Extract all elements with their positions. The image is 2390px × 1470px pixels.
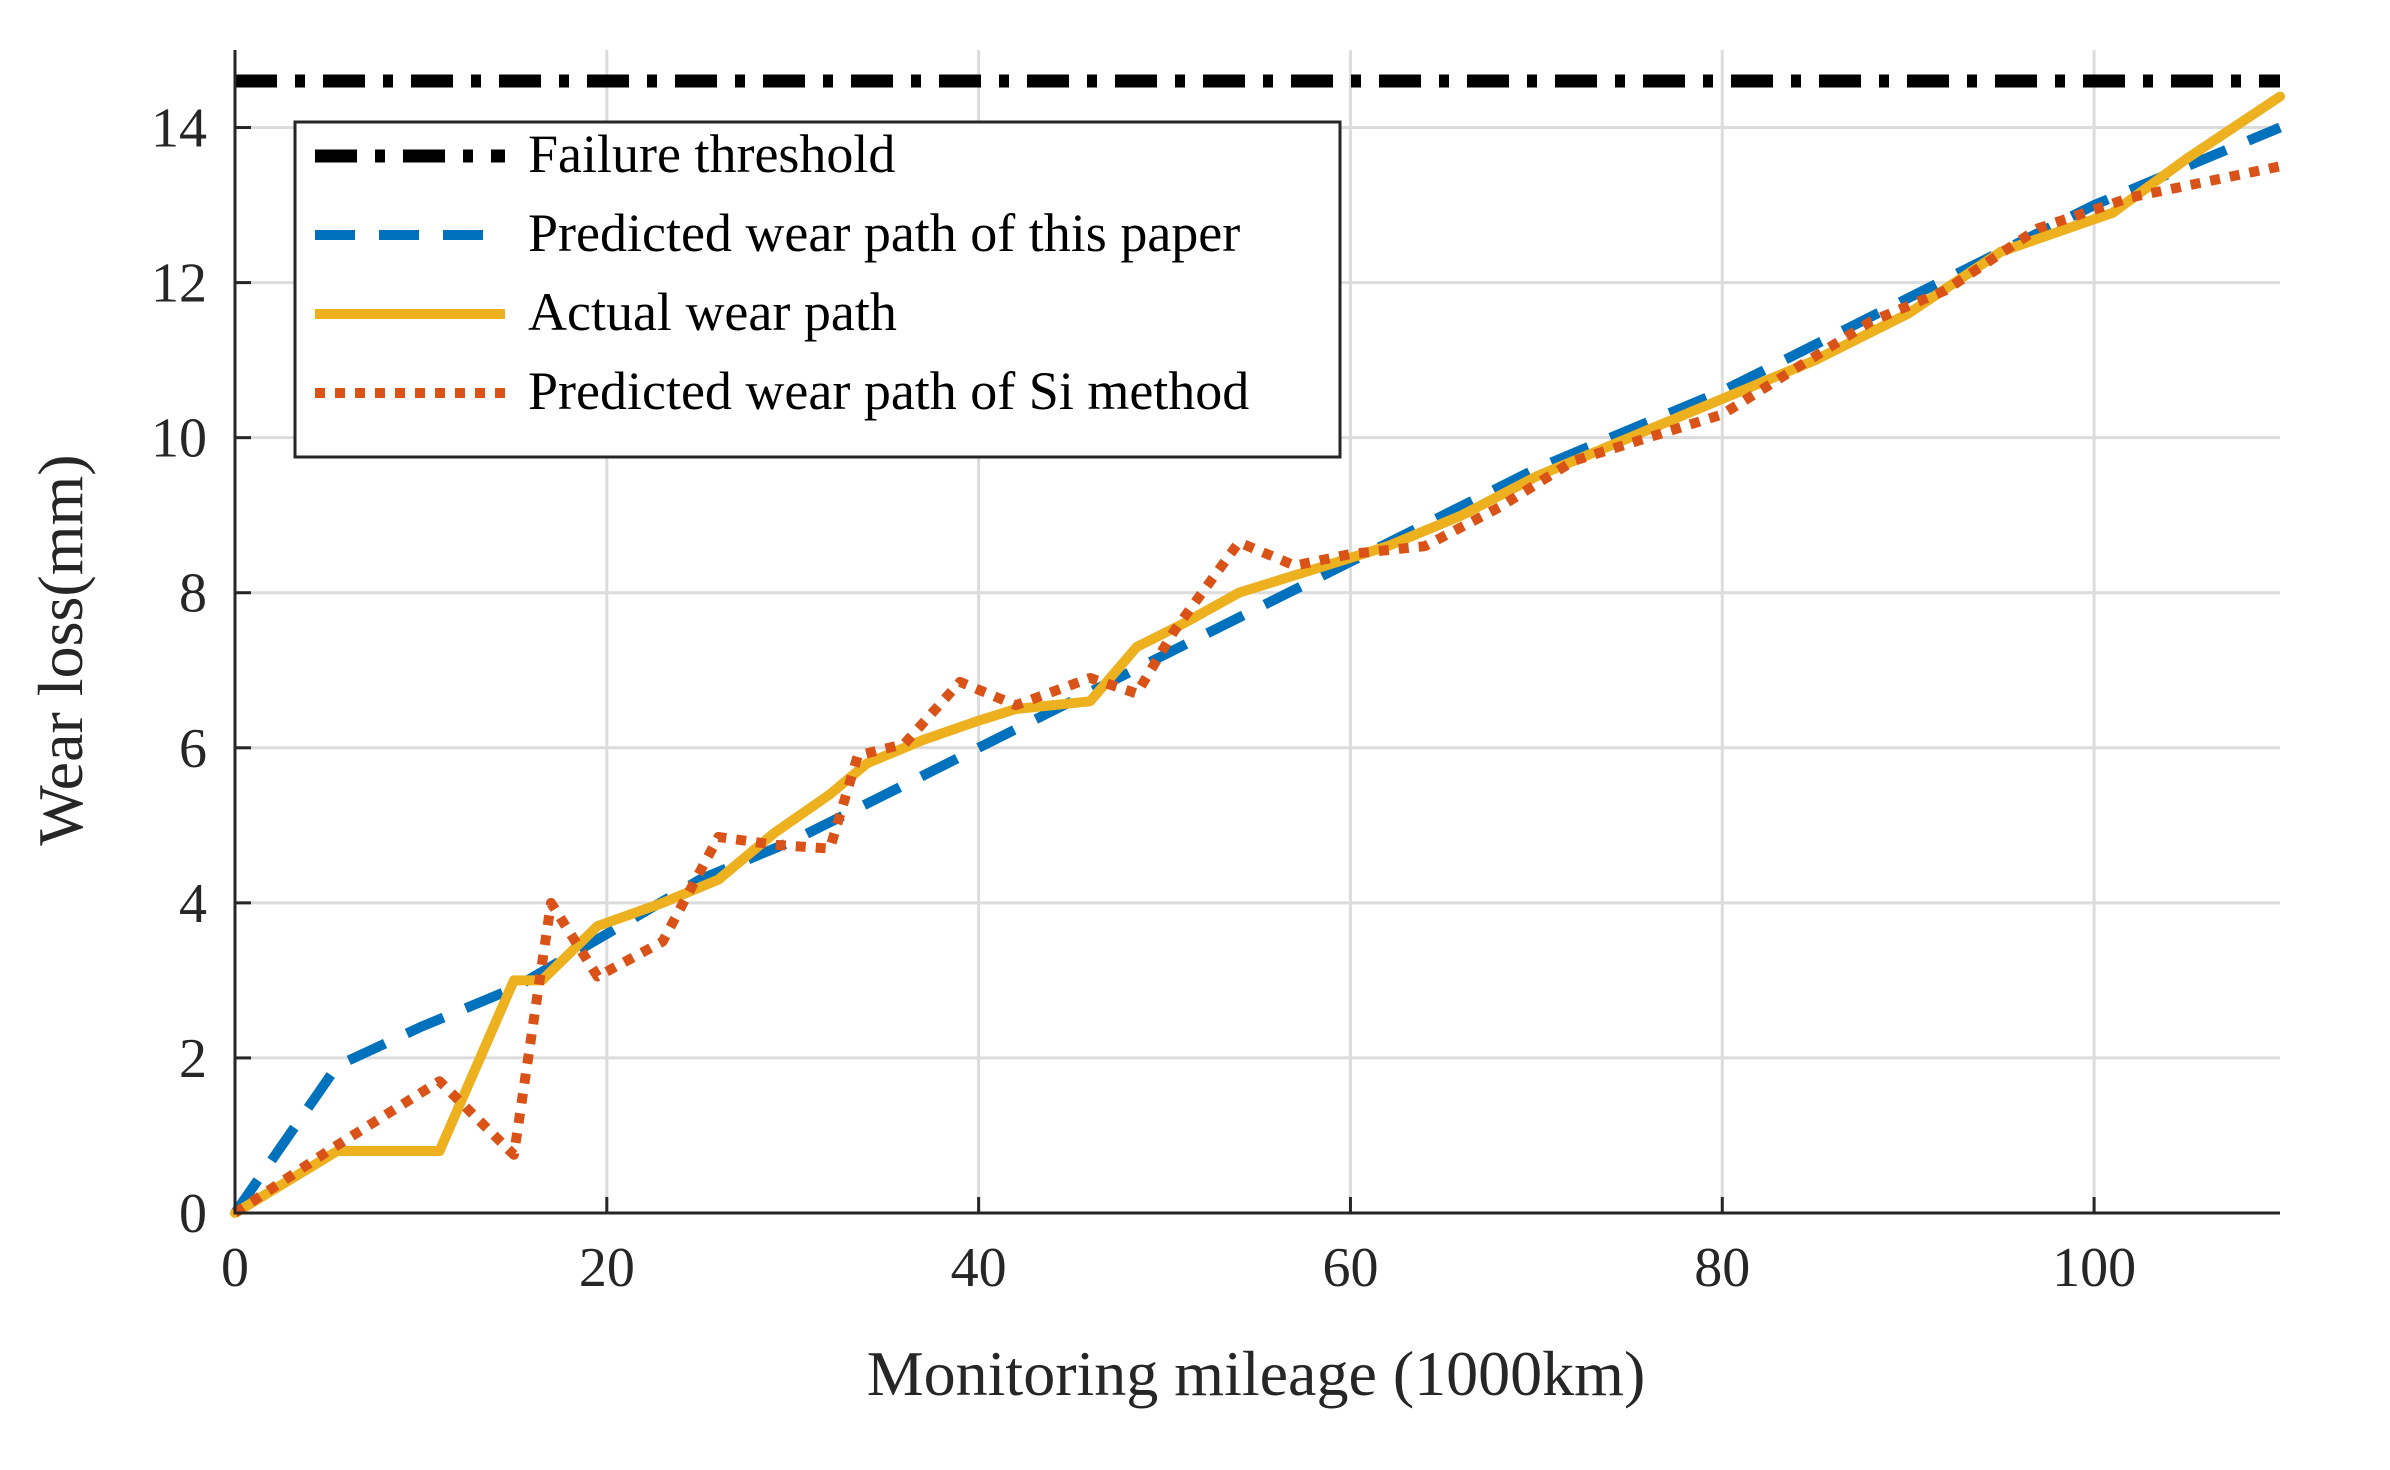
legend-label-predicted-wear-path-of-this-paper: Predicted wear path of this paper — [528, 203, 1240, 263]
x-tick-label: 40 — [951, 1237, 1007, 1299]
y-tick-label: 6 — [179, 718, 207, 780]
legend: Failure threshold Predicted wear path of … — [293, 120, 1342, 459]
y-tick-label: 8 — [179, 563, 207, 625]
x-tick-label: 60 — [1322, 1237, 1378, 1299]
y-tick-label: 10 — [151, 408, 207, 470]
legend-label-failure-threshold: Failure threshold — [528, 124, 895, 184]
series-line-predicted-wear-path-of-si-method — [232, 161, 2282, 1218]
series-line-actual-wear-path — [230, 91, 2285, 1218]
y-axis-title: Wear loss(mm) — [25, 454, 96, 845]
tick-labels: 0 20 40 60 80 100 0 2 4 6 8 10 12 14 — [151, 98, 2136, 1299]
legend-label-actual-wear-path: Actual wear path — [528, 282, 897, 342]
y-tick-label: 14 — [151, 98, 207, 160]
y-tick-label: 2 — [179, 1028, 207, 1090]
axes — [233, 50, 2280, 1215]
y-tick-label: 0 — [179, 1183, 207, 1245]
series-lines — [230, 74, 2285, 1218]
x-tick-label: 100 — [2052, 1237, 2136, 1299]
y-tick-label: 4 — [179, 873, 207, 935]
y-tick-label: 12 — [151, 253, 207, 315]
legend-label-predicted-wear-path-of-si-method: Predicted wear path of Si method — [528, 361, 1249, 421]
x-axis-title: Monitoring mileage (1000km) — [867, 1338, 1646, 1409]
x-tick-label: 20 — [579, 1237, 635, 1299]
x-tick-label: 0 — [221, 1237, 249, 1299]
x-tick-label: 80 — [1694, 1237, 1750, 1299]
legend-box — [293, 120, 1342, 459]
